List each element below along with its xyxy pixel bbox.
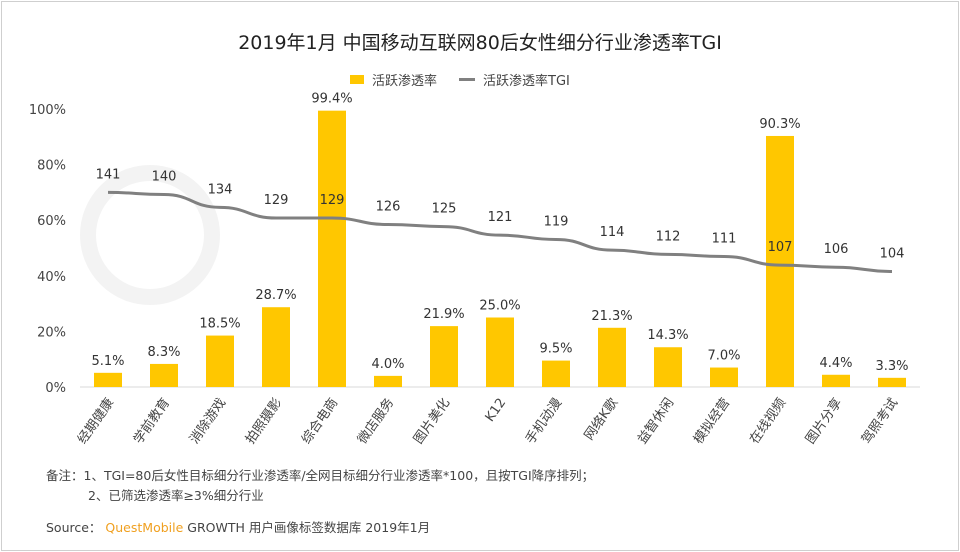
legend-bar-label: 活跃渗透率 [372,74,438,89]
x-tick-label: 拍照摄影 [243,396,285,447]
source-line: Source： QuestMobile GROWTH 用户画像标签数据库 201… [46,517,430,536]
tgi-value-label: 104 [880,247,905,262]
y-tick-label: 20% [37,325,66,340]
x-tick-label: 学前教育 [130,395,173,447]
bar [262,307,290,387]
bar-value-label: 90.3% [759,117,800,132]
tgi-value-label: 111 [712,232,737,247]
bar [486,317,514,387]
x-tick-label: 模拟经营 [691,396,733,447]
tgi-value-label: 107 [768,240,793,255]
y-tick-label: 60% [37,214,66,229]
tgi-value-label: 134 [208,182,233,197]
tgi-value-label: 126 [376,199,401,214]
bar [206,335,234,387]
bar [150,363,178,387]
y-tick-label: 0% [45,381,66,396]
bar-value-label: 14.3% [647,328,688,343]
tgi-value-label: 106 [824,242,849,257]
y-tick-label: 100% [29,103,66,118]
source-brand: QuestMobile [105,520,184,535]
bar-value-label: 7.0% [707,349,740,364]
bar-value-label: 21.9% [423,307,464,322]
tgi-value-label: 121 [488,210,513,225]
bar-value-label: 18.5% [199,317,240,332]
bar [654,347,682,387]
bar-value-label: 5.1% [91,354,124,369]
y-tick-label: 40% [37,270,66,285]
tgi-value-label: 129 [320,193,345,208]
tgi-value-label: 141 [96,167,121,182]
chart-title: 2019年1月 中国移动互联网80后女性细分行业渗透率TGI [238,32,722,54]
x-tick-label: 益智休闲 [635,396,677,447]
tgi-value-label: 129 [264,193,289,208]
bar [94,372,122,387]
bar-value-label: 99.4% [311,92,352,107]
legend-line-label: 活跃渗透率TGI [483,74,570,89]
bar [374,375,402,387]
x-tick-label: 图片分享 [802,395,845,447]
bar [766,135,794,387]
x-tick-label: 手机动漫 [523,396,565,447]
bar [318,110,346,387]
tgi-value-label: 112 [656,229,681,244]
tgi-value-label: 114 [600,225,625,240]
x-tick-label: 图片美化 [411,396,453,447]
bar-value-label: 25.0% [479,299,520,314]
bar [822,374,850,387]
bar-value-label: 4.4% [819,356,852,371]
legend: 活跃渗透率 活跃渗透率TGI [350,70,570,89]
watermark-ring-icon [80,165,220,305]
note-line-2: 2、已筛选渗透率≥3%细分行业 [88,488,264,503]
bar-value-label: 28.7% [255,288,296,303]
bar-value-label: 3.3% [875,359,908,374]
tgi-value-label: 125 [432,202,457,217]
x-tick-label: 经期健康 [74,395,117,447]
source-rest: GROWTH 用户画像标签数据库 2019年1月 [187,520,431,535]
watermark-logo [80,165,220,305]
bar-value-label: 9.5% [539,342,572,357]
bar-value-label: 8.3% [147,345,180,360]
x-tick-label: 网络K歌 [581,395,621,443]
legend-bar-swatch [350,75,364,84]
bar [878,377,906,387]
bar [598,327,626,387]
bar [542,360,570,387]
x-tick-label: 消除游戏 [187,396,229,447]
tgi-value-label: 119 [544,214,569,229]
bar-value-label: 21.3% [591,309,632,324]
tgi-value-label: 140 [152,170,177,185]
bar [710,367,738,387]
y-tick-label: 80% [37,159,66,174]
bar-value-label: 4.0% [371,357,404,372]
bar [430,326,458,387]
x-tick-label: 综合电商 [299,396,341,447]
tgi-line [107,190,893,274]
x-tick-label: 驾照考试 [859,396,901,447]
source-prefix: Source： [46,520,102,535]
x-tick-label: 在线视频 [747,396,789,447]
legend-line-swatch [459,78,476,81]
x-tick-label: 微店服务 [354,395,397,447]
note-line-1: 备注：1、TGI=80后女性目标细分行业渗透率/全网目标细分行业渗透率*100，… [46,468,595,483]
x-tick-label: K12 [483,396,510,425]
